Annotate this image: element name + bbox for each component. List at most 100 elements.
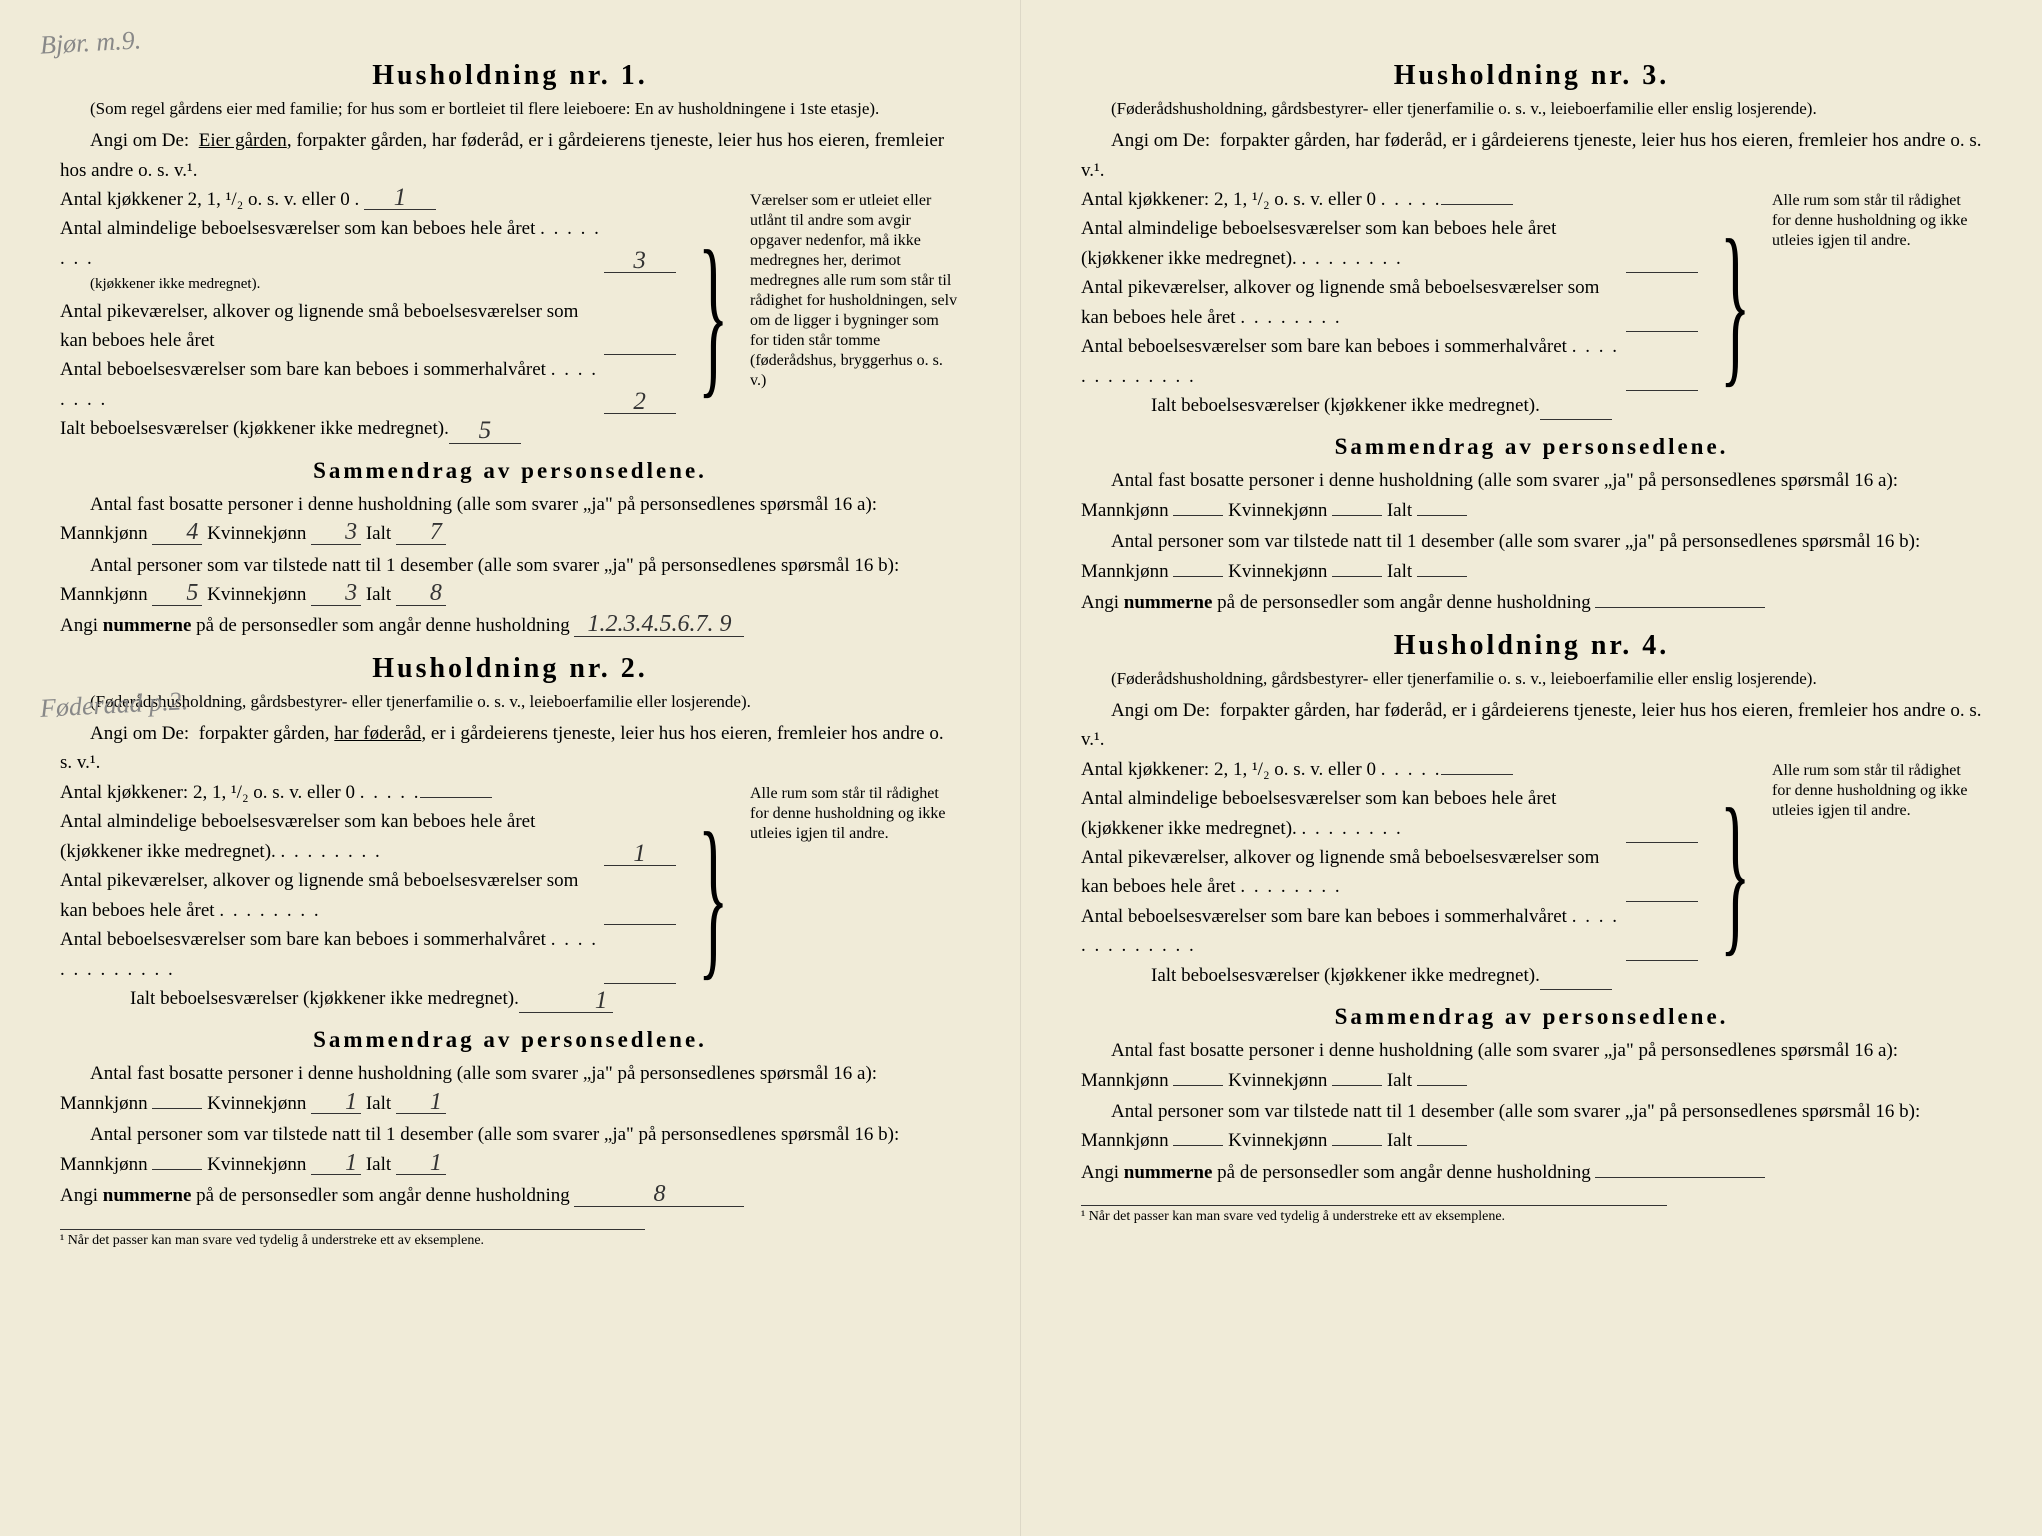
hh3-tilst-k [1332, 576, 1382, 577]
hh3-num-value [1595, 607, 1765, 608]
hh1-fast-line: Antal fast bosatte personer i denne hush… [60, 490, 960, 549]
hh3-sommer-label: Antal beboelsesværelser som bare kan beb… [1081, 332, 1626, 391]
hh1-ialt-value: 5 [449, 420, 521, 444]
hh3-kvinne-label: Kvinnekjønn [1228, 500, 1327, 521]
hh1-tilst-m: 5 [152, 583, 202, 606]
hh4-sommer-value [1626, 960, 1698, 961]
hh3-tilst-line: Antal personer som var tilstede natt til… [1081, 527, 1982, 586]
hh2-alm-label: Antal almindelige beboelsesværelser som … [60, 807, 604, 866]
hh3-title: Husholdning nr. 3. [1081, 60, 1982, 92]
hh1-angi-pre: Angi om De: [90, 130, 189, 151]
hh2-tilst-prefix: Antal personer som var tilstede natt til… [60, 1124, 899, 1174]
hh1-ialt-label3: Ialt [366, 584, 391, 605]
hh4-ialt-label: Ialt beboelsesværelser (kjøkkener ikke m… [1081, 961, 1540, 990]
hh4-fast-line: Antal fast bosatte personer i denne hush… [1081, 1036, 1982, 1095]
hh2-pike-label: Antal pikeværelser, alkover og lignende … [60, 866, 604, 925]
left-page: Bjør. m.9. Husholdning nr. 1. (Som regel… [0, 0, 1021, 1536]
hh4-tilst-m [1173, 1145, 1223, 1146]
hh2-ialt-label3: Ialt [366, 1154, 391, 1175]
hh3-rooms-main: Antal kjøkkener: 2, 1, ¹/₂ o. s. v. elle… [1081, 185, 1698, 421]
hh4-fast-prefix: Antal fast bosatte personer i denne hush… [1081, 1040, 1898, 1090]
hh1-sommer-value: 2 [604, 391, 676, 415]
right-page: Husholdning nr. 3. (Føderådshusholdning,… [1021, 0, 2042, 1536]
household-1: Husholdning nr. 1. (Som regel gårdens ei… [60, 60, 960, 641]
hh4-fast-m [1173, 1085, 1223, 1086]
hh4-tilst-prefix: Antal personer som var tilstede natt til… [1081, 1101, 1920, 1151]
hh1-ialt-label: Ialt beboelsesværelser (kjøkkener ikke m… [60, 414, 449, 443]
hh3-kitchens-label: Antal kjøkkener: 2, 1, ¹/₂ o. s. v. elle… [1081, 185, 1376, 214]
hh3-fast-prefix: Antal fast bosatte personer i denne hush… [1081, 470, 1898, 520]
hh2-sommer-label: Antal beboelsesværelser som bare kan beb… [60, 925, 604, 984]
hh3-tilst-m [1173, 576, 1223, 577]
hh2-ialt-value: 1 [519, 990, 614, 1014]
hh1-tilst-i: 8 [396, 583, 446, 606]
hh2-rooms-row: Antal kjøkkener: 2, 1, ¹/₂ o. s. v. elle… [60, 778, 960, 1014]
hh3-alm-value [1626, 272, 1698, 273]
hh1-fast-i: 7 [396, 522, 446, 545]
hh1-fast-m: 4 [152, 522, 202, 545]
hh2-note: (Føderådshusholdning, gårdsbestyrer- ell… [60, 691, 960, 713]
hh2-title: Husholdning nr. 2. [60, 653, 960, 685]
hh4-tilst-i [1417, 1145, 1467, 1146]
hh1-summary-title: Sammendrag av personsedlene. [60, 458, 960, 484]
dots: . . . . . [1381, 755, 1442, 784]
hh4-ialt-label3: Ialt [1387, 1130, 1412, 1151]
hh3-alm-label: Antal almindelige beboelsesværelser som … [1081, 214, 1626, 273]
hh1-sommer-label: Antal beboelsesværelser som bare kan beb… [60, 355, 604, 414]
hh2-kvinne-label: Kvinnekjønn [207, 1093, 306, 1114]
hh1-rooms-row: Antal kjøkkener 2, 1, ¹/₂ o. s. v. eller… [60, 185, 960, 444]
hh2-fast-i: 1 [396, 1092, 446, 1115]
hh2-fast-prefix: Antal fast bosatte personer i denne hush… [60, 1063, 877, 1113]
hh3-rooms-row: Antal kjøkkener: 2, 1, ¹/₂ o. s. v. elle… [1081, 185, 1982, 421]
hh3-side-text: Alle rum som står til rådighet for denne… [1772, 185, 1982, 251]
hh3-note: (Føderådshusholdning, gårdsbestyrer- ell… [1081, 98, 1982, 120]
hh3-kvinne-label2: Kvinnekjønn [1228, 561, 1327, 582]
hh3-tilst-prefix: Antal personer som var tilstede natt til… [1081, 531, 1920, 581]
hh1-alm-value: 3 [604, 250, 676, 274]
hh4-kitchens-value [1441, 774, 1513, 775]
hh2-side-text: Alle rum som står til rådighet for denne… [750, 778, 960, 844]
hh3-summary-title: Sammendrag av personsedlene. [1081, 434, 1982, 460]
hh4-summary-title: Sammendrag av personsedlene. [1081, 1004, 1982, 1030]
hh2-tilst-k: 1 [311, 1153, 361, 1176]
hh2-kvinne-label2: Kvinnekjønn [207, 1154, 306, 1175]
hh4-title: Husholdning nr. 4. [1081, 630, 1982, 662]
hh4-pike-value [1626, 901, 1698, 902]
hh2-num-value: 8 [574, 1184, 744, 1207]
hh1-rooms-main: Antal kjøkkener 2, 1, ¹/₂ o. s. v. eller… [60, 185, 676, 444]
hh3-fast-i [1417, 515, 1467, 516]
hh4-note: (Føderådshusholdning, gårdsbestyrer- ell… [1081, 668, 1982, 690]
hh4-angi: Angi om De: forpakter gården, har føderå… [1081, 696, 1982, 755]
hh3-angi-pre: Angi om De: [1111, 130, 1210, 151]
brace-icon: } [1719, 809, 1751, 935]
hh4-fast-i [1417, 1085, 1467, 1086]
hh4-fast-k [1332, 1085, 1382, 1086]
hh2-summary-title: Sammendrag av personsedlene. [60, 1027, 960, 1053]
hh4-pike-label: Antal pikeværelser, alkover og lignende … [1081, 843, 1626, 902]
right-footnote: ¹ Når det passer kan man svare ved tydel… [1081, 1205, 1667, 1225]
hh3-pike-label: Antal pikeværelser, alkover og lignende … [1081, 273, 1626, 332]
pencil-annotation-1: Bjør. m.9. [39, 25, 142, 60]
hh2-fast-line: Antal fast bosatte personer i denne hush… [60, 1059, 960, 1118]
hh1-kitchens-label: Antal kjøkkener 2, 1, ¹/₂ o. s. v. eller… [60, 185, 350, 214]
hh4-ialt-label2: Ialt [1387, 1070, 1412, 1091]
hh3-kitchens-value [1441, 204, 1513, 205]
hh4-tilst-line: Antal personer som var tilstede natt til… [1081, 1097, 1982, 1156]
hh2-sommer-value [604, 983, 676, 984]
hh2-ialt-label: Ialt beboelsesværelser (kjøkkener ikke m… [60, 984, 519, 1013]
hh2-tilst-line: Antal personer som var tilstede natt til… [60, 1120, 960, 1179]
hh1-alm-subnote: (kjøkkener ikke medregnet). [60, 273, 676, 296]
hh2-kitchens-label: Antal kjøkkener: 2, 1, ¹/₂ o. s. v. elle… [60, 778, 355, 807]
hh1-kvinne-label: Kvinnekjønn [207, 523, 306, 544]
hh3-ialt-label3: Ialt [1387, 561, 1412, 582]
hh1-num-line: Angi nummerne på de personsedler som ang… [60, 611, 960, 640]
hh3-sommer-value [1626, 390, 1698, 391]
hh4-kvinne-label: Kvinnekjønn [1228, 1070, 1327, 1091]
hh4-kitchens-label: Antal kjøkkener: 2, 1, ¹/₂ o. s. v. elle… [1081, 755, 1376, 784]
hh2-angi-pre: Angi om De: [90, 723, 189, 744]
hh1-fast-k: 3 [311, 522, 361, 545]
hh4-ialt-value [1540, 989, 1612, 990]
hh4-tilst-k [1332, 1145, 1382, 1146]
hh3-tilst-i [1417, 576, 1467, 577]
hh3-fast-m [1173, 515, 1223, 516]
